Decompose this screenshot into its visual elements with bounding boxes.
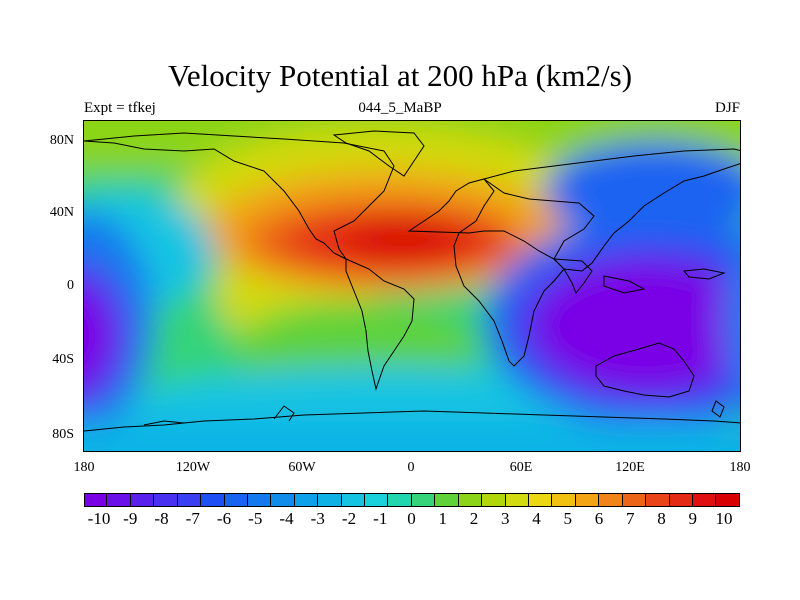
colorbar-swatch [224, 493, 248, 507]
colorbar-swatch [201, 493, 225, 507]
colorbar-swatch [435, 493, 459, 507]
x-tick-label: 60E [509, 460, 533, 475]
colorbar-label: 9 [688, 509, 698, 528]
colorbar-swatch [341, 493, 366, 507]
colorbar-label: 8 [657, 509, 666, 528]
colorbar-swatch [575, 493, 600, 507]
x-tick-label: 60W [288, 460, 316, 475]
colorbar-label: -1 [373, 509, 388, 528]
colorbar-swatch [505, 493, 530, 507]
colorbar-swatch [154, 493, 178, 507]
colorbar-label: -5 [248, 509, 263, 528]
run-label: 044_5_MaBP [358, 100, 442, 116]
x-tick-label: 180 [729, 460, 751, 475]
colorbar-swatch [365, 493, 389, 507]
colorbar-label: -6 [216, 509, 232, 528]
colorbar [84, 493, 740, 507]
colorbar-swatch [271, 493, 295, 507]
colorbar-swatch [552, 493, 576, 507]
x-tick-label: 180 [73, 460, 95, 475]
colorbar-swatch [646, 493, 670, 507]
colorbar-swatch [294, 493, 319, 507]
y-tick-label: 40S [52, 352, 74, 367]
colorbar-swatch [388, 493, 412, 507]
colorbar-label: 5 [563, 509, 573, 528]
y-tick-label: 80S [52, 427, 74, 442]
x-tick-label: 120W [175, 460, 211, 475]
colorbar-swatch [107, 493, 131, 507]
colorbar-swatch [84, 493, 108, 507]
map-plot-area [83, 120, 741, 452]
colorbar-swatch [599, 493, 623, 507]
colorbar-swatch [482, 493, 506, 507]
x-tick-label: 120E [615, 460, 645, 475]
colorbar-swatch [411, 493, 436, 507]
colorbar-label: 10 [715, 509, 733, 528]
velocity-potential-map [84, 121, 740, 451]
colorbar-label: 3 [501, 509, 510, 528]
season-label: DJF [714, 100, 740, 116]
colorbar-label: -4 [279, 509, 294, 528]
colorbar-swatch [529, 493, 553, 507]
colorbar-label: -8 [154, 509, 169, 528]
coastlines [84, 130, 740, 432]
colorbar-swatch [458, 493, 483, 507]
colorbar-swatch [622, 493, 647, 507]
colorbar-label: 4 [532, 509, 541, 528]
colorbar-label: -10 [87, 509, 111, 528]
colorbar-label: 0 [407, 509, 416, 528]
colorbar-swatch [716, 493, 740, 507]
colorbar-swatch [130, 493, 155, 507]
contour-field [84, 121, 740, 451]
y-tick-label: 80N [49, 133, 74, 148]
colorbar-swatch [247, 493, 272, 507]
colorbar-swatch [177, 493, 202, 507]
y-tick-label: 0 [67, 278, 74, 293]
colorbar-label: -7 [185, 509, 200, 528]
colorbar-label: 1 [438, 509, 448, 528]
colorbar-swatch [669, 493, 693, 507]
colorbar-swatch [318, 493, 342, 507]
colorbar-swatch [692, 493, 717, 507]
y-tick-label: 40N [49, 205, 74, 220]
x-tick-label: 0 [407, 460, 415, 475]
colorbar-label: 6 [594, 509, 604, 528]
experiment-label: Expt = tfkej [84, 100, 156, 116]
colorbar-label: 2 [469, 509, 479, 528]
colorbar-label: -3 [310, 509, 325, 528]
colorbar-label: -9 [123, 509, 138, 528]
map-title: Velocity Potential at 200 hPa (km2/s) [167, 58, 633, 93]
colorbar-label: 7 [626, 509, 635, 528]
colorbar-label: -2 [341, 509, 357, 528]
